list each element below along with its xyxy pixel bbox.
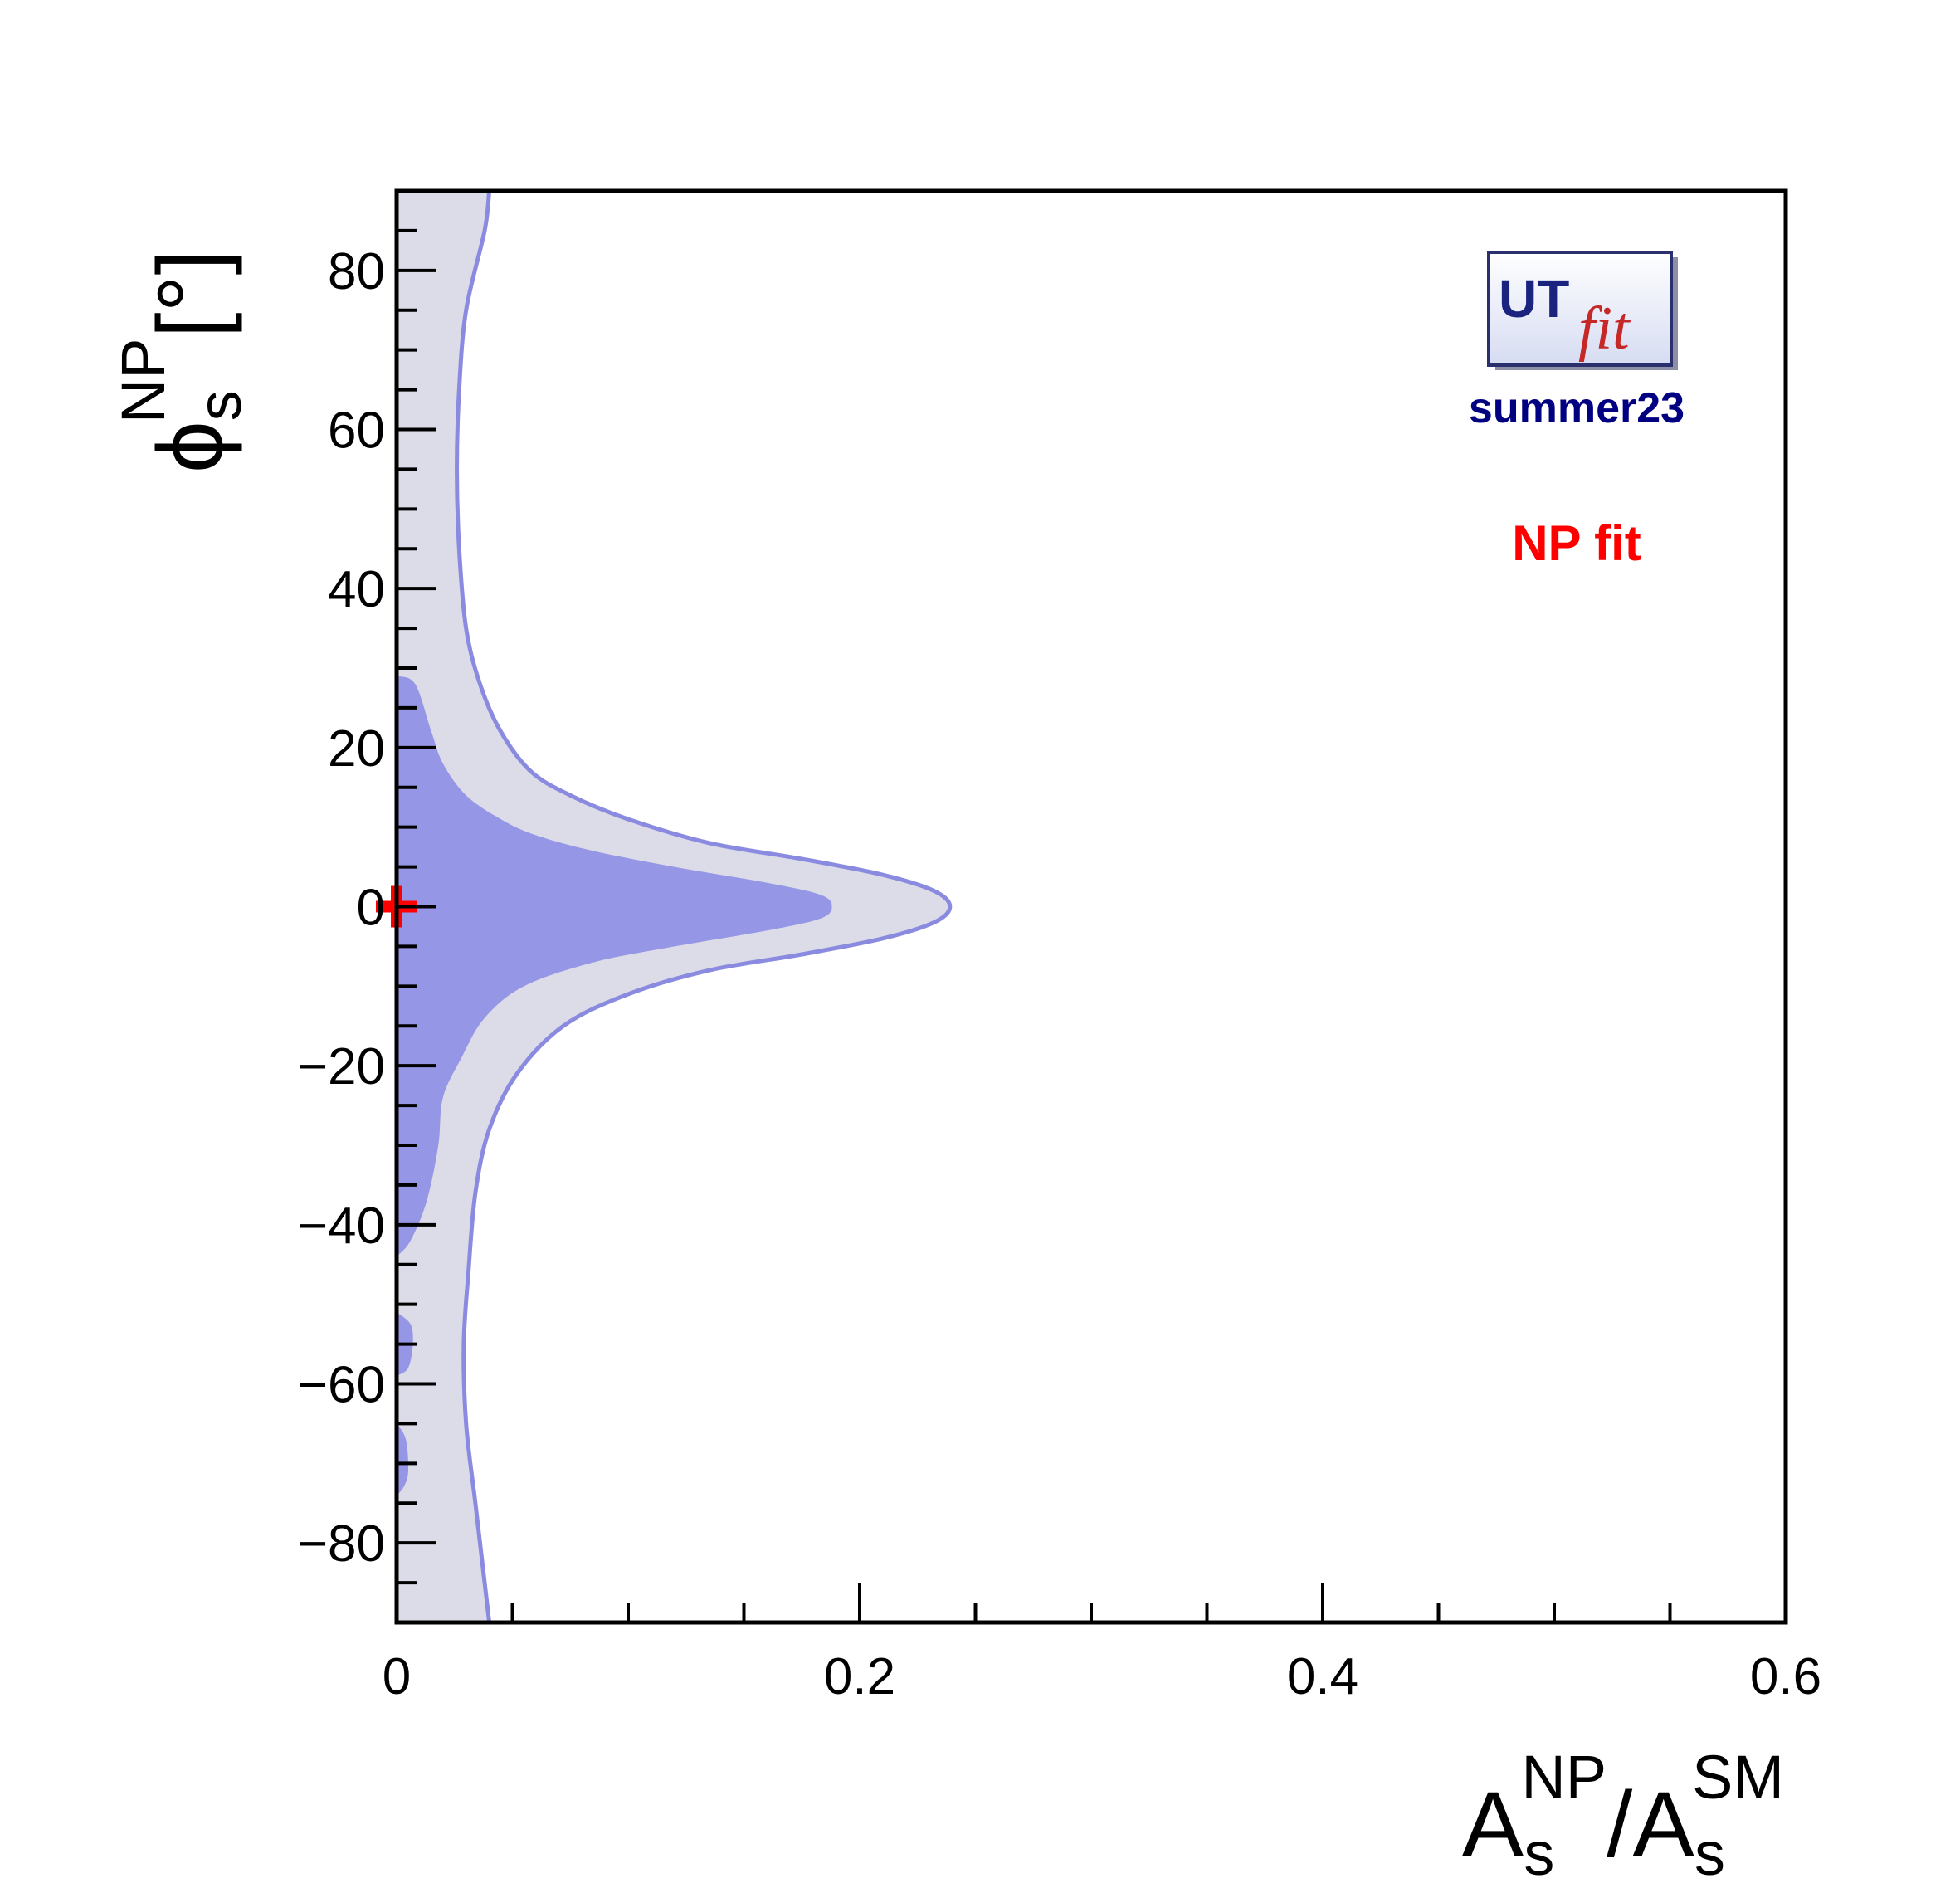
x-title-sub: s — [1524, 1819, 1554, 1888]
y-tick-label: −40 — [298, 1198, 385, 1255]
x-title-slash: / — [1607, 1773, 1633, 1876]
y-tick-label: −60 — [298, 1357, 385, 1414]
y-tick-label: 40 — [328, 561, 385, 618]
logo-box — [1487, 251, 1673, 367]
logo-ut: UT — [1499, 269, 1569, 329]
x-title-sup2: SM — [1692, 1743, 1784, 1812]
y-title-sub: s — [185, 390, 254, 421]
x-tick-label: 0.6 — [1750, 1648, 1821, 1705]
region-68pct — [397, 676, 832, 1257]
np-fit-label: NP fit — [1512, 515, 1641, 571]
y-axis-title: ϕsNP[°] — [109, 249, 254, 473]
axis-tick-labels: 0 0.2 0.4 0.6 −80 −60 −40 −20 0 20 40 60 80 — [298, 243, 1821, 1705]
y-title-base: ϕ — [139, 421, 242, 473]
y-title-sup: NP — [109, 338, 178, 423]
y-tick-label: −20 — [298, 1038, 385, 1095]
region-island-1 — [397, 1423, 409, 1495]
y-tick-label: 80 — [328, 243, 385, 300]
y-title-unit: [°] — [139, 249, 242, 338]
x-title-base: A — [1462, 1773, 1524, 1876]
x-tick-label: 0.2 — [824, 1648, 895, 1705]
logo-fit: fit — [1578, 295, 1631, 363]
x-title-sup: NP — [1521, 1743, 1607, 1812]
contour-regions — [397, 190, 953, 1623]
x-tick-label: 0.4 — [1287, 1648, 1358, 1705]
axis-ticks — [395, 189, 1787, 1624]
x-tick-label: 0 — [383, 1648, 411, 1705]
region-outline-95pct — [455, 190, 953, 1623]
version-label: summer23 — [1469, 384, 1685, 432]
x-axis-title: AsNP/AsSM — [1462, 1743, 1784, 1888]
y-tick-label: 0 — [357, 880, 385, 937]
y-tick-label: 60 — [328, 402, 385, 460]
x-title-base2: A — [1632, 1773, 1694, 1876]
y-tick-label: −80 — [298, 1515, 385, 1573]
x-title-sub2: s — [1694, 1819, 1725, 1888]
y-tick-label: 20 — [328, 720, 385, 778]
utfit-logo: UT fit — [1487, 251, 1678, 370]
